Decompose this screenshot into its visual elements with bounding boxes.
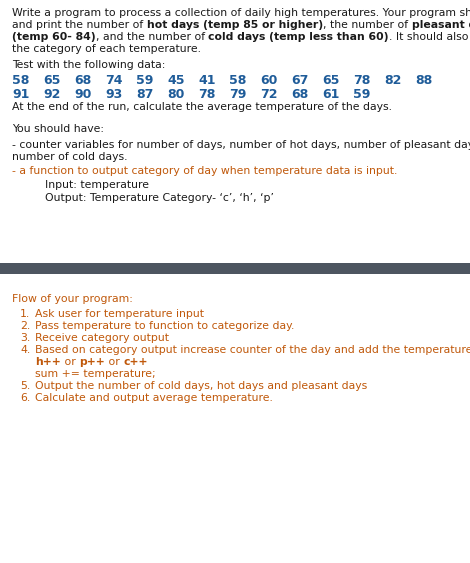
Text: the category of each temperature.: the category of each temperature. — [12, 44, 201, 54]
Text: 68: 68 — [291, 88, 308, 101]
Text: c++: c++ — [123, 357, 148, 367]
Text: (temp 60- 84): (temp 60- 84) — [12, 32, 95, 42]
Text: Output: Temperature Category- ‘c’, ‘h’, ‘p’: Output: Temperature Category- ‘c’, ‘h’, … — [45, 193, 274, 203]
Text: 65: 65 — [43, 74, 60, 87]
Text: h++: h++ — [35, 357, 61, 367]
Text: 92: 92 — [43, 88, 60, 101]
Text: Input: temperature: Input: temperature — [45, 180, 149, 190]
Text: 61: 61 — [322, 88, 339, 101]
Text: Based on category output increase counter of the day and add the temperature to : Based on category output increase counte… — [35, 345, 470, 355]
Text: At the end of the run, calculate the average temperature of the days.: At the end of the run, calculate the ave… — [12, 102, 392, 112]
Text: Receive category output: Receive category output — [35, 333, 169, 343]
Text: 59: 59 — [353, 88, 370, 101]
Bar — [0, 263, 470, 274]
Text: cold days (temp less than 60): cold days (temp less than 60) — [208, 32, 389, 42]
Text: 4.: 4. — [20, 345, 30, 355]
Text: 65: 65 — [322, 74, 339, 87]
Text: and print the number of: and print the number of — [12, 20, 147, 30]
Text: , the number of: , the number of — [323, 20, 412, 30]
Text: or: or — [61, 357, 79, 367]
Text: , and the number of: , and the number of — [95, 32, 208, 42]
Text: You should have:: You should have: — [12, 124, 104, 134]
Text: 41: 41 — [198, 74, 216, 87]
Text: 2.: 2. — [20, 321, 30, 331]
Text: pleasant days: pleasant days — [412, 20, 470, 30]
Text: Pass temperature to function to categorize day.: Pass temperature to function to categori… — [35, 321, 294, 331]
Text: 72: 72 — [260, 88, 277, 101]
Text: 74: 74 — [105, 74, 123, 87]
Text: 79: 79 — [229, 88, 246, 101]
Text: 78: 78 — [353, 74, 370, 87]
Text: 82: 82 — [384, 74, 401, 87]
Text: Ask user for temperature input: Ask user for temperature input — [35, 309, 204, 319]
Text: 78: 78 — [198, 88, 215, 101]
Text: 88: 88 — [415, 74, 432, 87]
Text: 59: 59 — [136, 74, 153, 87]
Text: Output the number of cold days, hot days and pleasant days: Output the number of cold days, hot days… — [35, 381, 367, 391]
Text: 1.: 1. — [20, 309, 30, 319]
Text: Test with the following data:: Test with the following data: — [12, 60, 165, 70]
Text: 87: 87 — [136, 88, 153, 101]
Text: Write a program to process a collection of daily high temperatures. Your program: Write a program to process a collection … — [12, 8, 470, 18]
Text: 93: 93 — [105, 88, 122, 101]
Text: 6.: 6. — [20, 393, 30, 403]
Text: 60: 60 — [260, 74, 277, 87]
Text: . It should also display: . It should also display — [389, 32, 470, 42]
Text: 68: 68 — [74, 74, 91, 87]
Text: or: or — [105, 357, 123, 367]
Text: hot days (temp 85 or higher): hot days (temp 85 or higher) — [147, 20, 323, 30]
Text: 80: 80 — [167, 88, 184, 101]
Text: 58: 58 — [12, 74, 29, 87]
Text: 58: 58 — [229, 74, 246, 87]
Text: 90: 90 — [74, 88, 91, 101]
Text: Calculate and output average temperature.: Calculate and output average temperature… — [35, 393, 273, 403]
Text: 5.: 5. — [20, 381, 30, 391]
Text: 67: 67 — [291, 74, 308, 87]
Text: number of cold days.: number of cold days. — [12, 152, 127, 162]
Text: 91: 91 — [12, 88, 29, 101]
Text: 3.: 3. — [20, 333, 30, 343]
Text: - counter variables for number of days, number of hot days, number of pleasant d: - counter variables for number of days, … — [12, 140, 470, 150]
Text: p++: p++ — [79, 357, 105, 367]
Text: Flow of your program:: Flow of your program: — [12, 294, 133, 304]
Text: sum += temperature;: sum += temperature; — [35, 369, 156, 379]
Text: 45: 45 — [167, 74, 185, 87]
Text: - a function to output category of day when temperature data is input.: - a function to output category of day w… — [12, 166, 397, 176]
